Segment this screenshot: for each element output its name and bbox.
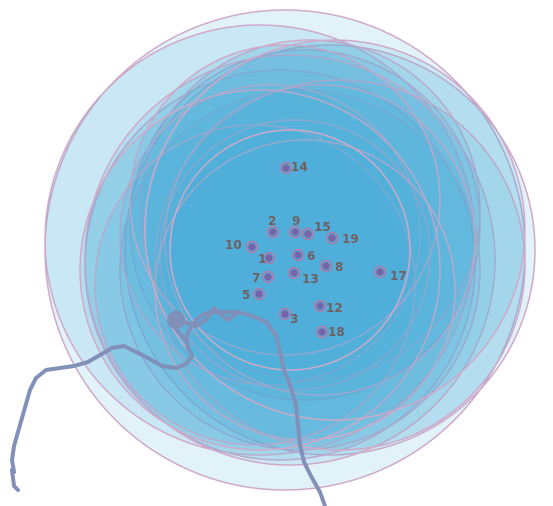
station-8[interactable]: 8	[319, 259, 344, 274]
coverage-circle	[169, 129, 411, 371]
station-marker	[304, 230, 312, 238]
station-17[interactable]: 17	[373, 265, 407, 284]
station-marker	[291, 228, 299, 236]
confluence-node	[167, 311, 185, 329]
station-marker-halo	[301, 227, 315, 241]
station-marker-halo	[288, 225, 302, 239]
station-marker-halo	[262, 251, 276, 265]
station-marker-halo	[278, 307, 292, 321]
coverage-circle	[144, 39, 526, 421]
station-marker	[282, 164, 290, 172]
station-9[interactable]: 9	[288, 214, 302, 239]
station-marker-halo	[373, 265, 387, 279]
station-label: 6	[307, 249, 315, 263]
station-7[interactable]: 7	[252, 270, 275, 285]
station-label: 12	[326, 301, 343, 315]
station-marker-halo	[325, 231, 339, 245]
coverage-circles	[44, 9, 536, 491]
station-label: 10	[225, 238, 242, 252]
station-3[interactable]: 3	[278, 307, 299, 327]
station-marker	[269, 228, 277, 236]
station-marker	[255, 290, 263, 298]
station-label: 17	[390, 269, 407, 283]
station-label: 14	[291, 160, 308, 174]
station-13[interactable]: 13	[287, 266, 319, 287]
river-network	[10, 306, 327, 506]
station-label: 18	[328, 325, 345, 339]
station-1[interactable]: 1	[258, 251, 276, 266]
coverage-circle	[154, 79, 526, 451]
station-marker	[248, 243, 256, 251]
station-label: 5	[242, 288, 250, 302]
station-12[interactable]: 12	[313, 299, 343, 316]
coverage-circle	[79, 89, 441, 451]
station-marker	[316, 302, 324, 310]
river-main	[10, 310, 327, 506]
station-label: 3	[290, 312, 298, 326]
station-label: 8	[335, 260, 343, 274]
station-6[interactable]: 6	[291, 248, 316, 263]
river-branch-south	[10, 468, 20, 492]
station-5[interactable]: 5	[242, 287, 266, 302]
station-marker	[328, 234, 336, 242]
river-branch-upper	[174, 306, 238, 328]
station-label: 2	[268, 214, 276, 228]
station-marker-halo	[245, 240, 259, 254]
station-marker	[294, 251, 302, 259]
station-marker-halo	[291, 248, 305, 262]
station-14[interactable]: 14	[279, 160, 308, 175]
station-label: 7	[252, 271, 260, 285]
station-marker	[265, 254, 273, 262]
station-marker-halo	[261, 270, 275, 284]
station-15[interactable]: 15	[301, 220, 331, 241]
coverage-circle	[119, 84, 421, 386]
station-19[interactable]: 19	[325, 231, 359, 246]
station-marker-halo	[279, 161, 293, 175]
station-marker-halo	[266, 225, 280, 239]
station-marker-halo	[315, 325, 329, 339]
station-label: 13	[302, 272, 319, 286]
station-marker	[322, 262, 330, 270]
station-label: 1	[258, 252, 266, 266]
station-marker-halo	[319, 259, 333, 273]
station-marker	[264, 273, 272, 281]
station-marker	[318, 328, 326, 336]
station-2[interactable]: 2	[266, 214, 280, 239]
station-marker-halo	[287, 266, 301, 280]
station-label: 19	[342, 232, 359, 246]
station-10[interactable]: 10	[225, 238, 259, 254]
station-marker	[290, 269, 298, 277]
station-marker-halo	[313, 299, 327, 313]
station-label: 15	[314, 220, 331, 234]
station-label: 9	[292, 214, 300, 228]
station-marker	[281, 310, 289, 318]
coverage-circle	[164, 84, 476, 396]
station-18[interactable]: 18	[315, 325, 345, 339]
station-marker-halo	[252, 287, 266, 301]
station-marker	[376, 268, 384, 276]
